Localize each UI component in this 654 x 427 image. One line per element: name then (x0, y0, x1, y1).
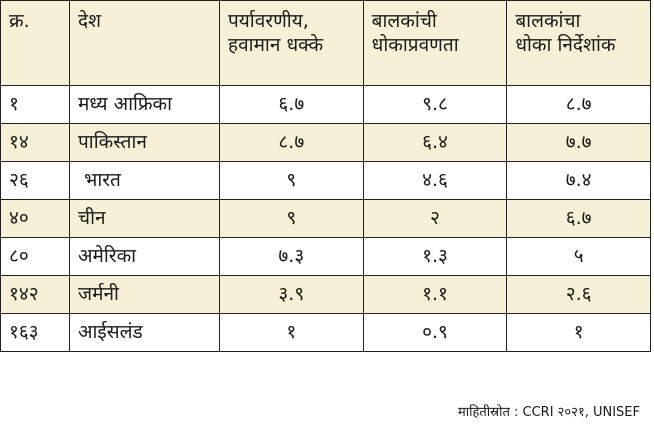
table-header-row: क्र. देश पर्यावरणीय, हवामान धक्के बालकांच… (0, 0, 651, 86)
cell-env: ६.७ (219, 85, 364, 124)
table-row: १ मध्य आफ्रिका ६.७ ९.८ ८.७ (0, 85, 651, 124)
cell-vuln: ६.४ (362, 123, 508, 162)
cell-env: १ (219, 313, 364, 352)
cell-index: ६.७ (506, 199, 651, 238)
table-row: १६३ आईसलंड १ ०.९ १ (0, 313, 651, 352)
table-row: १४ पाकिस्तान ८.७ ६.४ ७.७ (0, 123, 651, 162)
cell-index: २.६ (506, 275, 651, 314)
cell-vuln: १.१ (362, 275, 508, 314)
cell-country: पाकिस्तान (69, 123, 220, 162)
child-climate-risk-table: क्र. देश पर्यावरणीय, हवामान धक्के बालकांच… (0, 0, 651, 352)
cell-num: ४० (0, 199, 70, 238)
cell-country: भारत (69, 161, 220, 200)
cell-index: १ (506, 313, 651, 352)
cell-num: १४२ (0, 275, 70, 314)
cell-vuln: २ (362, 199, 508, 238)
cell-num: १४ (0, 123, 70, 162)
source-note: माहितीस्रोत : CCRI २०२१, UNISEF (457, 405, 640, 420)
cell-num: १ (0, 85, 70, 124)
cell-vuln: ०.९ (362, 313, 508, 352)
cell-vuln: १.३ (362, 237, 508, 276)
header-env-shocks: पर्यावरणीय, हवामान धक्के (219, 0, 364, 86)
cell-vuln: ४.६ (362, 161, 508, 200)
table-row: ८० अमेरिका ७.३ १.३ ५ (0, 237, 651, 276)
cell-country: चीन (69, 199, 220, 238)
cell-num: २६ (0, 161, 70, 200)
cell-country: आईसलंड (69, 313, 220, 352)
cell-index: ७.४ (506, 161, 651, 200)
cell-index: ८.७ (506, 85, 651, 124)
cell-env: ३.९ (219, 275, 364, 314)
header-num: क्र. (0, 0, 70, 86)
cell-num: १६३ (0, 313, 70, 352)
data-table-container: क्र. देश पर्यावरणीय, हवामान धक्के बालकांच… (0, 0, 651, 352)
cell-country: मध्य आफ्रिका (69, 85, 220, 124)
header-country: देश (69, 0, 220, 86)
cell-env: ८.७ (219, 123, 364, 162)
cell-index: ७.७ (506, 123, 651, 162)
table-row: ४० चीन ९ २ ६.७ (0, 199, 651, 238)
cell-index: ५ (506, 237, 651, 276)
cell-country: अमेरिका (69, 237, 220, 276)
cell-num: ८० (0, 237, 70, 276)
cell-env: ९ (219, 161, 364, 200)
cell-vuln: ९.८ (362, 85, 508, 124)
table-row: २६ भारत ९ ४.६ ७.४ (0, 161, 651, 200)
header-child-risk-index: बालकांचा धोका निर्देशांक (506, 0, 651, 86)
cell-env: ९ (219, 199, 364, 238)
cell-env: ७.३ (219, 237, 364, 276)
header-child-vulnerability: बालकांची धोकाप्रवणता (362, 0, 508, 86)
cell-country: जर्मनी (69, 275, 220, 314)
table-row: १४२ जर्मनी ३.९ १.१ २.६ (0, 275, 651, 314)
